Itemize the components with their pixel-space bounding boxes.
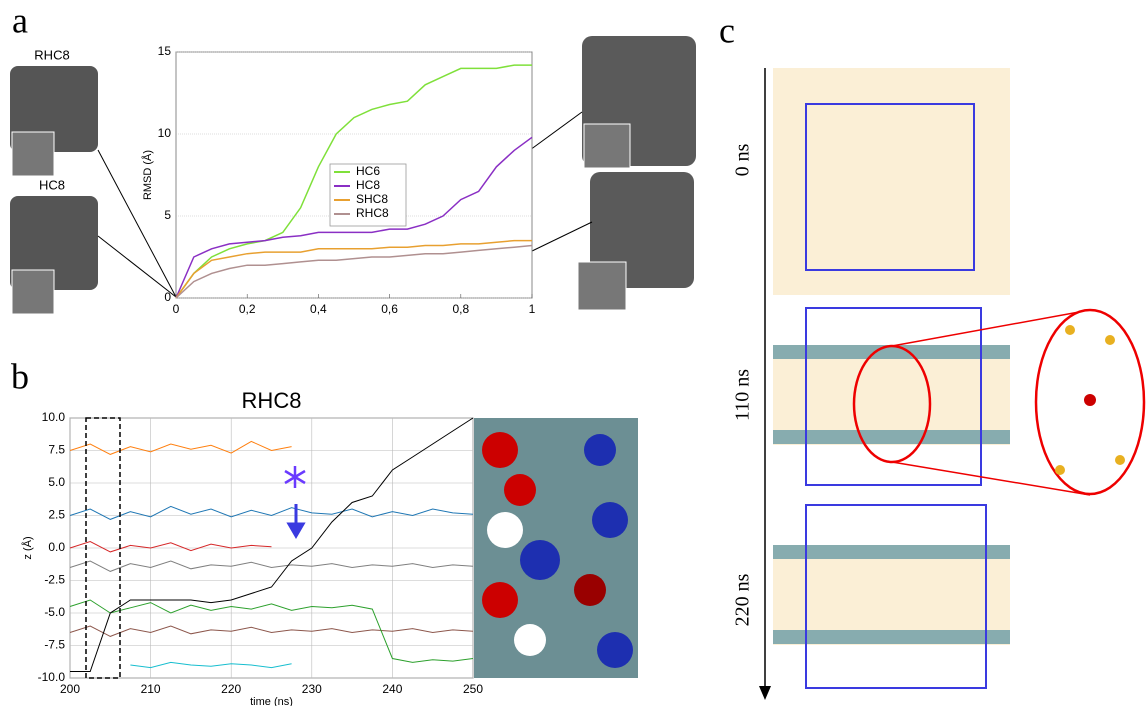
structure-images: RHC8 HC8 [10,36,696,315]
x-tick-label: 240 [382,682,402,696]
data-line [69,440,292,455]
asterisk [284,466,306,488]
structure-image [590,172,694,288]
structure-label: RHC8 [34,47,69,62]
legend-label: RHC8 [356,206,389,220]
time-label: 0 ns [732,143,754,176]
y-tick-label: 0 [164,290,171,304]
data-line [175,136,533,299]
y-tick-label: -5.0 [44,605,65,619]
connector [529,221,593,253]
x-tick-label: 250 [463,682,483,696]
time-label: 220 ns [732,573,754,626]
legend-label: HC6 [356,164,380,178]
legend-label: SHC8 [356,192,388,206]
data-line [175,239,532,299]
data-line [69,540,272,553]
inset [583,123,631,169]
x-axis-label: time (ns) [250,696,293,706]
inset [11,269,55,315]
chart-title: RHC8 [242,388,302,413]
inset [11,131,55,177]
legend-box [329,163,407,227]
connector [97,149,177,298]
inset [577,261,627,311]
y-tick-label: 15 [158,44,172,58]
data-line [69,560,474,572]
y-tick-label: 5.0 [48,475,65,489]
x-tick-label: 1 [529,302,536,316]
x-tick-label: 200 [60,682,80,696]
arrow [286,504,306,539]
y-tick-label: -7.5 [44,638,65,652]
y-tick-label: -2.5 [44,573,65,587]
x-tick-label: 0,8 [452,302,469,316]
y-tick-label: 7.5 [48,443,65,457]
panel-label: a [12,0,28,40]
simulation-snapshots: 0 ns 110 ns 220 ns [732,68,1146,700]
structure-label: HC8 [39,177,65,192]
y-tick-label: 10 [158,126,172,140]
panel-label: c [719,10,735,50]
data-line [69,505,474,520]
connector [529,111,583,151]
time-label: 110 ns [732,369,754,421]
x-tick-label: 0 [173,302,180,316]
data-line [69,625,474,637]
structure-image [10,196,98,290]
x-tick-label: 210 [141,682,161,696]
data-line [175,244,533,299]
data-line [69,599,474,663]
y-axis-label: z (Å) [21,536,34,559]
data-line [70,417,474,672]
connector [97,235,177,298]
x-tick-label: 220 [221,682,241,696]
highlight-box [85,417,121,679]
x-tick-label: 230 [302,682,322,696]
data-line [130,661,292,669]
structure-image [10,66,98,152]
y-tick-label: 0.0 [48,540,65,554]
x-tick-label: 0,2 [239,302,256,316]
x-tick-label: 0,4 [310,302,327,316]
panel-label: b [11,356,29,396]
x-tick-label: 0,6 [381,302,398,316]
data-line [175,64,532,299]
molecule-image [474,418,638,678]
y-tick-label: 10.0 [42,410,66,424]
legend-label: HC8 [356,178,380,192]
y-tick-label: 2.5 [48,508,65,522]
y-tick-label: -10.0 [38,670,66,684]
y-axis-label: RMSD (Å) [141,150,154,200]
y-tick-label: 5 [164,208,171,222]
